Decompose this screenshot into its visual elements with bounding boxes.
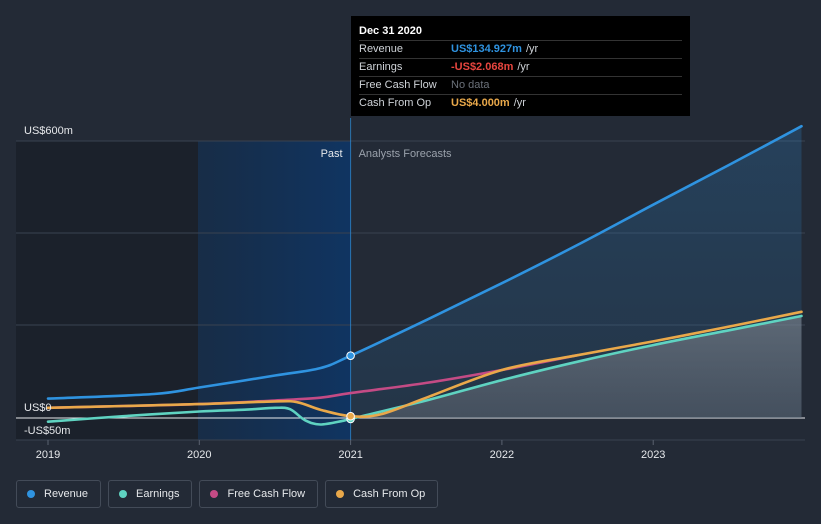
tooltip-label: Cash From Op <box>359 97 432 109</box>
tooltip-unit: /yr <box>517 61 530 73</box>
past-region-highlight <box>198 141 351 440</box>
cash-from-op-highlight-marker <box>346 411 355 421</box>
past-region-dark <box>16 141 198 440</box>
past-region-label: Past <box>321 148 343 160</box>
x-tick-label: 2023 <box>641 449 665 461</box>
x-tick-label: 2022 <box>490 449 514 461</box>
cash-from-op-series-line <box>46 310 803 419</box>
tooltip-value: US$4.000m <box>451 97 510 109</box>
legend-dot-icon <box>27 490 35 498</box>
y-tick-label: US$0 <box>24 402 52 414</box>
legend-dot-icon <box>119 490 128 498</box>
x-tick-label: 2020 <box>187 449 211 461</box>
legend-dot-icon <box>336 490 345 498</box>
tooltip-label: Free Cash Flow <box>359 79 437 91</box>
legend-label: Cash From Op <box>353 488 426 500</box>
legend-item-cash-from-op[interactable]: Cash From Op <box>325 480 439 508</box>
tooltip-label: Revenue <box>359 43 404 55</box>
tooltip-value: US$134.927m <box>451 43 522 55</box>
tooltip-panel: Dec 31 2020 Revenue US$134.927m /yr Earn… <box>351 16 690 116</box>
legend-label: Earnings <box>136 488 180 500</box>
forecast-region-label: Analysts Forecasts <box>359 148 452 160</box>
tooltip-unit: /yr <box>525 43 539 55</box>
earnings-forecast-area <box>350 316 802 419</box>
revenue-series-line <box>46 124 803 400</box>
tooltip-row-cash-from-op: Cash From Op US$4.000m /yr <box>359 95 682 112</box>
tooltip-row-revenue: Revenue US$134.927m /yr <box>359 41 682 59</box>
legend-label: Free Cash Flow <box>227 488 306 500</box>
tooltip-row-free-cash-flow: Free Cash Flow No data <box>359 77 682 95</box>
tooltip-row-earnings: Earnings -US$2.068m /yr <box>359 59 682 77</box>
tooltip-date: Dec 31 2020 <box>359 23 682 41</box>
tooltip-value: No data <box>451 79 490 91</box>
legend-label: Revenue <box>44 488 89 500</box>
legend-item-earnings[interactable]: Earnings <box>108 480 193 508</box>
legend-item-free-cash-flow[interactable]: Free Cash Flow <box>199 480 319 508</box>
tooltip-label: Earnings <box>359 61 403 73</box>
x-tick-label: 2021 <box>338 449 362 461</box>
tooltip-unit: /yr <box>513 97 526 109</box>
legend-item-revenue[interactable]: Revenue <box>16 480 102 508</box>
y-tick-label: -US$50m <box>24 425 70 437</box>
y-tick-label: US$600m <box>24 125 73 137</box>
x-tick-label: 2019 <box>36 449 60 461</box>
tooltip-value: -US$2.068m <box>451 61 514 73</box>
revenue-highlight-marker <box>346 351 355 360</box>
chart-legend: Revenue Earnings Free Cash Flow Cash Fro… <box>16 480 445 508</box>
legend-dot-icon <box>210 490 219 498</box>
earnings-series-line <box>46 314 803 426</box>
